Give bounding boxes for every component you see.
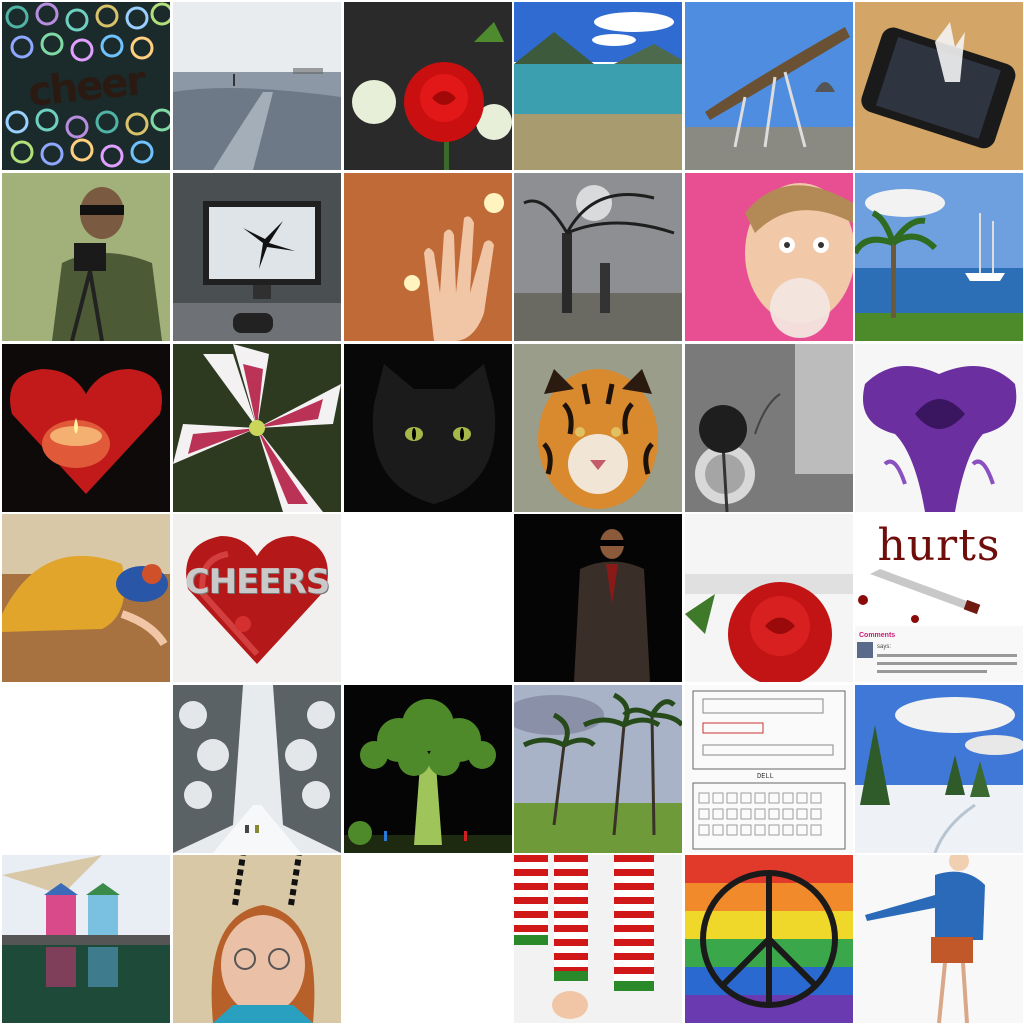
black-cat-image xyxy=(344,344,512,512)
says-label: says: xyxy=(877,644,892,650)
bubble-gum-image xyxy=(685,173,853,341)
tile-canopy[interactable] xyxy=(685,2,853,170)
broccoli-image xyxy=(344,685,512,853)
tile-cheer-circles[interactable]: cheer xyxy=(2,2,170,170)
man-in-suit-image xyxy=(514,514,682,682)
tile-keyboard-sketch[interactable]: DELL xyxy=(685,685,853,853)
tile-beach-huts[interactable] xyxy=(2,855,170,1023)
tile-windy-palms[interactable] xyxy=(514,685,682,853)
bw-rose-image xyxy=(685,344,853,512)
beach-huts-image xyxy=(2,855,170,1023)
canopy-image xyxy=(685,2,853,170)
red-rose-image xyxy=(344,2,512,170)
tile-cracked-monitor[interactable] xyxy=(173,173,341,341)
tile-woman-antennas[interactable] xyxy=(173,855,341,1023)
comments-label: Comments xyxy=(859,632,896,639)
tile-mountain-lake[interactable] xyxy=(514,2,682,170)
tile-bare-tree[interactable] xyxy=(514,173,682,341)
striped-stockings-image xyxy=(514,855,682,1023)
iris-image xyxy=(855,344,1023,512)
snowy-forest-image xyxy=(173,685,341,853)
glass-heart-image xyxy=(173,514,341,682)
cheer-circles-image xyxy=(2,2,170,170)
tile-glass-heart[interactable]: CHEERS xyxy=(173,514,341,682)
tiger-image xyxy=(514,344,682,512)
heart-candle-image xyxy=(2,344,170,512)
tile-rainbow-peace[interactable] xyxy=(685,855,853,1023)
tile-phone-splash[interactable] xyxy=(855,2,1023,170)
tile-empty-1 xyxy=(344,514,512,682)
rose-on-white-image xyxy=(685,514,853,682)
windy-palms-image xyxy=(514,685,682,853)
tile-empty-2 xyxy=(2,685,170,853)
keyboard-sketch-image xyxy=(685,685,853,853)
tile-empty-3 xyxy=(344,855,512,1023)
tile-black-cat[interactable] xyxy=(344,344,512,512)
tile-heart-candle[interactable] xyxy=(2,344,170,512)
blue-shirt-drawing-image xyxy=(855,855,1023,1023)
tile-blue-shirt-drawing[interactable] xyxy=(855,855,1023,1023)
tile-hurts[interactable]: hurts Comments says: xyxy=(855,514,1023,682)
tile-lily[interactable] xyxy=(173,344,341,512)
bare-tree-image xyxy=(514,173,682,341)
palm-sailboat-image xyxy=(855,173,1023,341)
phone-splash-image xyxy=(855,2,1023,170)
tile-yellow-skirt[interactable] xyxy=(2,514,170,682)
rainbow-peace-image xyxy=(685,855,853,1023)
cameraman-image xyxy=(2,173,170,341)
tile-snowy-forest[interactable] xyxy=(173,685,341,853)
tile-hand-candles[interactable] xyxy=(344,173,512,341)
tile-tiger[interactable] xyxy=(514,344,682,512)
tile-iris[interactable] xyxy=(855,344,1023,512)
tile-broccoli[interactable] xyxy=(344,685,512,853)
mountain-lake-image xyxy=(514,2,682,170)
tile-rose-on-white[interactable] xyxy=(685,514,853,682)
woman-antennas-image xyxy=(173,855,341,1023)
yellow-skirt-image xyxy=(2,514,170,682)
tile-palm-sailboat[interactable] xyxy=(855,173,1023,341)
lily-image xyxy=(173,344,341,512)
tile-red-rose[interactable] xyxy=(344,2,512,170)
cracked-monitor-image xyxy=(173,173,341,341)
tile-bw-rose[interactable] xyxy=(685,344,853,512)
tile-cameraman[interactable] xyxy=(2,173,170,341)
tile-man-in-suit[interactable] xyxy=(514,514,682,682)
hand-candles-image xyxy=(344,173,512,341)
tile-frozen-beach[interactable] xyxy=(173,2,341,170)
frozen-beach-image xyxy=(173,2,341,170)
hurts-knife-image xyxy=(855,514,1023,682)
tile-bubble-gum[interactable] xyxy=(685,173,853,341)
dell-label: DELL xyxy=(757,773,774,781)
tile-snowy-landscape[interactable] xyxy=(855,685,1023,853)
tile-striped-stockings[interactable] xyxy=(514,855,682,1023)
snowy-landscape-image xyxy=(855,685,1023,853)
